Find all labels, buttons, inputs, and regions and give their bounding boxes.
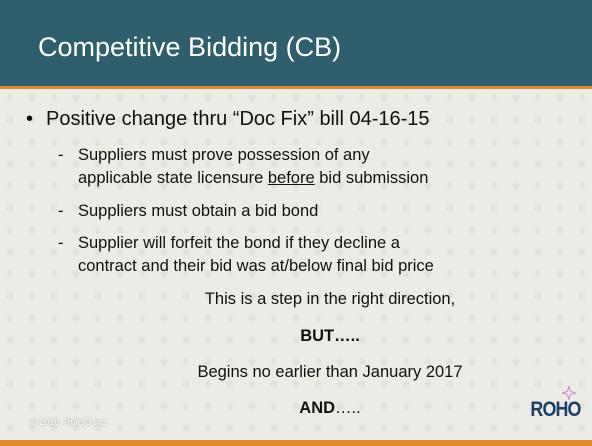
sub-item: Suppliers must obtain a bid bond bbox=[78, 202, 319, 220]
footer: © 2016, ROHO Inc. bbox=[30, 417, 109, 427]
logo: ROHO bbox=[530, 398, 581, 421]
logo-star bbox=[562, 386, 576, 400]
slide-title: Competitive Bidding (CB) bbox=[38, 32, 342, 62]
text: ….. bbox=[335, 399, 361, 417]
statement: AND….. bbox=[0, 399, 592, 418]
bold-text: AND bbox=[299, 399, 336, 417]
dash: - bbox=[58, 234, 64, 252]
statement: This is a step in the right direction, bbox=[204, 290, 456, 308]
sub-item: Suppliers must prove possession of any bbox=[78, 146, 370, 164]
text: applicable state licensure bbox=[78, 169, 268, 187]
statement: BUT….. bbox=[300, 327, 360, 345]
statement: Begins no earlier than January 2017 bbox=[197, 363, 463, 381]
sub-item: contract and their bid was at/below fina… bbox=[78, 257, 434, 275]
dash: - bbox=[58, 202, 64, 220]
bullet-dot: • bbox=[26, 108, 34, 130]
accent-line bbox=[0, 86, 592, 89]
title-bar bbox=[0, 0, 592, 86]
underlined-text: before bbox=[267, 169, 315, 187]
bullet-text: Positive change thru “Doc Fix” bill 04-1… bbox=[46, 108, 430, 130]
accent-line bbox=[0, 440, 592, 446]
sub-item: Supplier will forfeit the bond if they d… bbox=[78, 234, 400, 252]
text: bid submission bbox=[314, 169, 429, 187]
sub-item: applicable state licensure before bid su… bbox=[78, 169, 428, 188]
dash: - bbox=[58, 146, 64, 164]
